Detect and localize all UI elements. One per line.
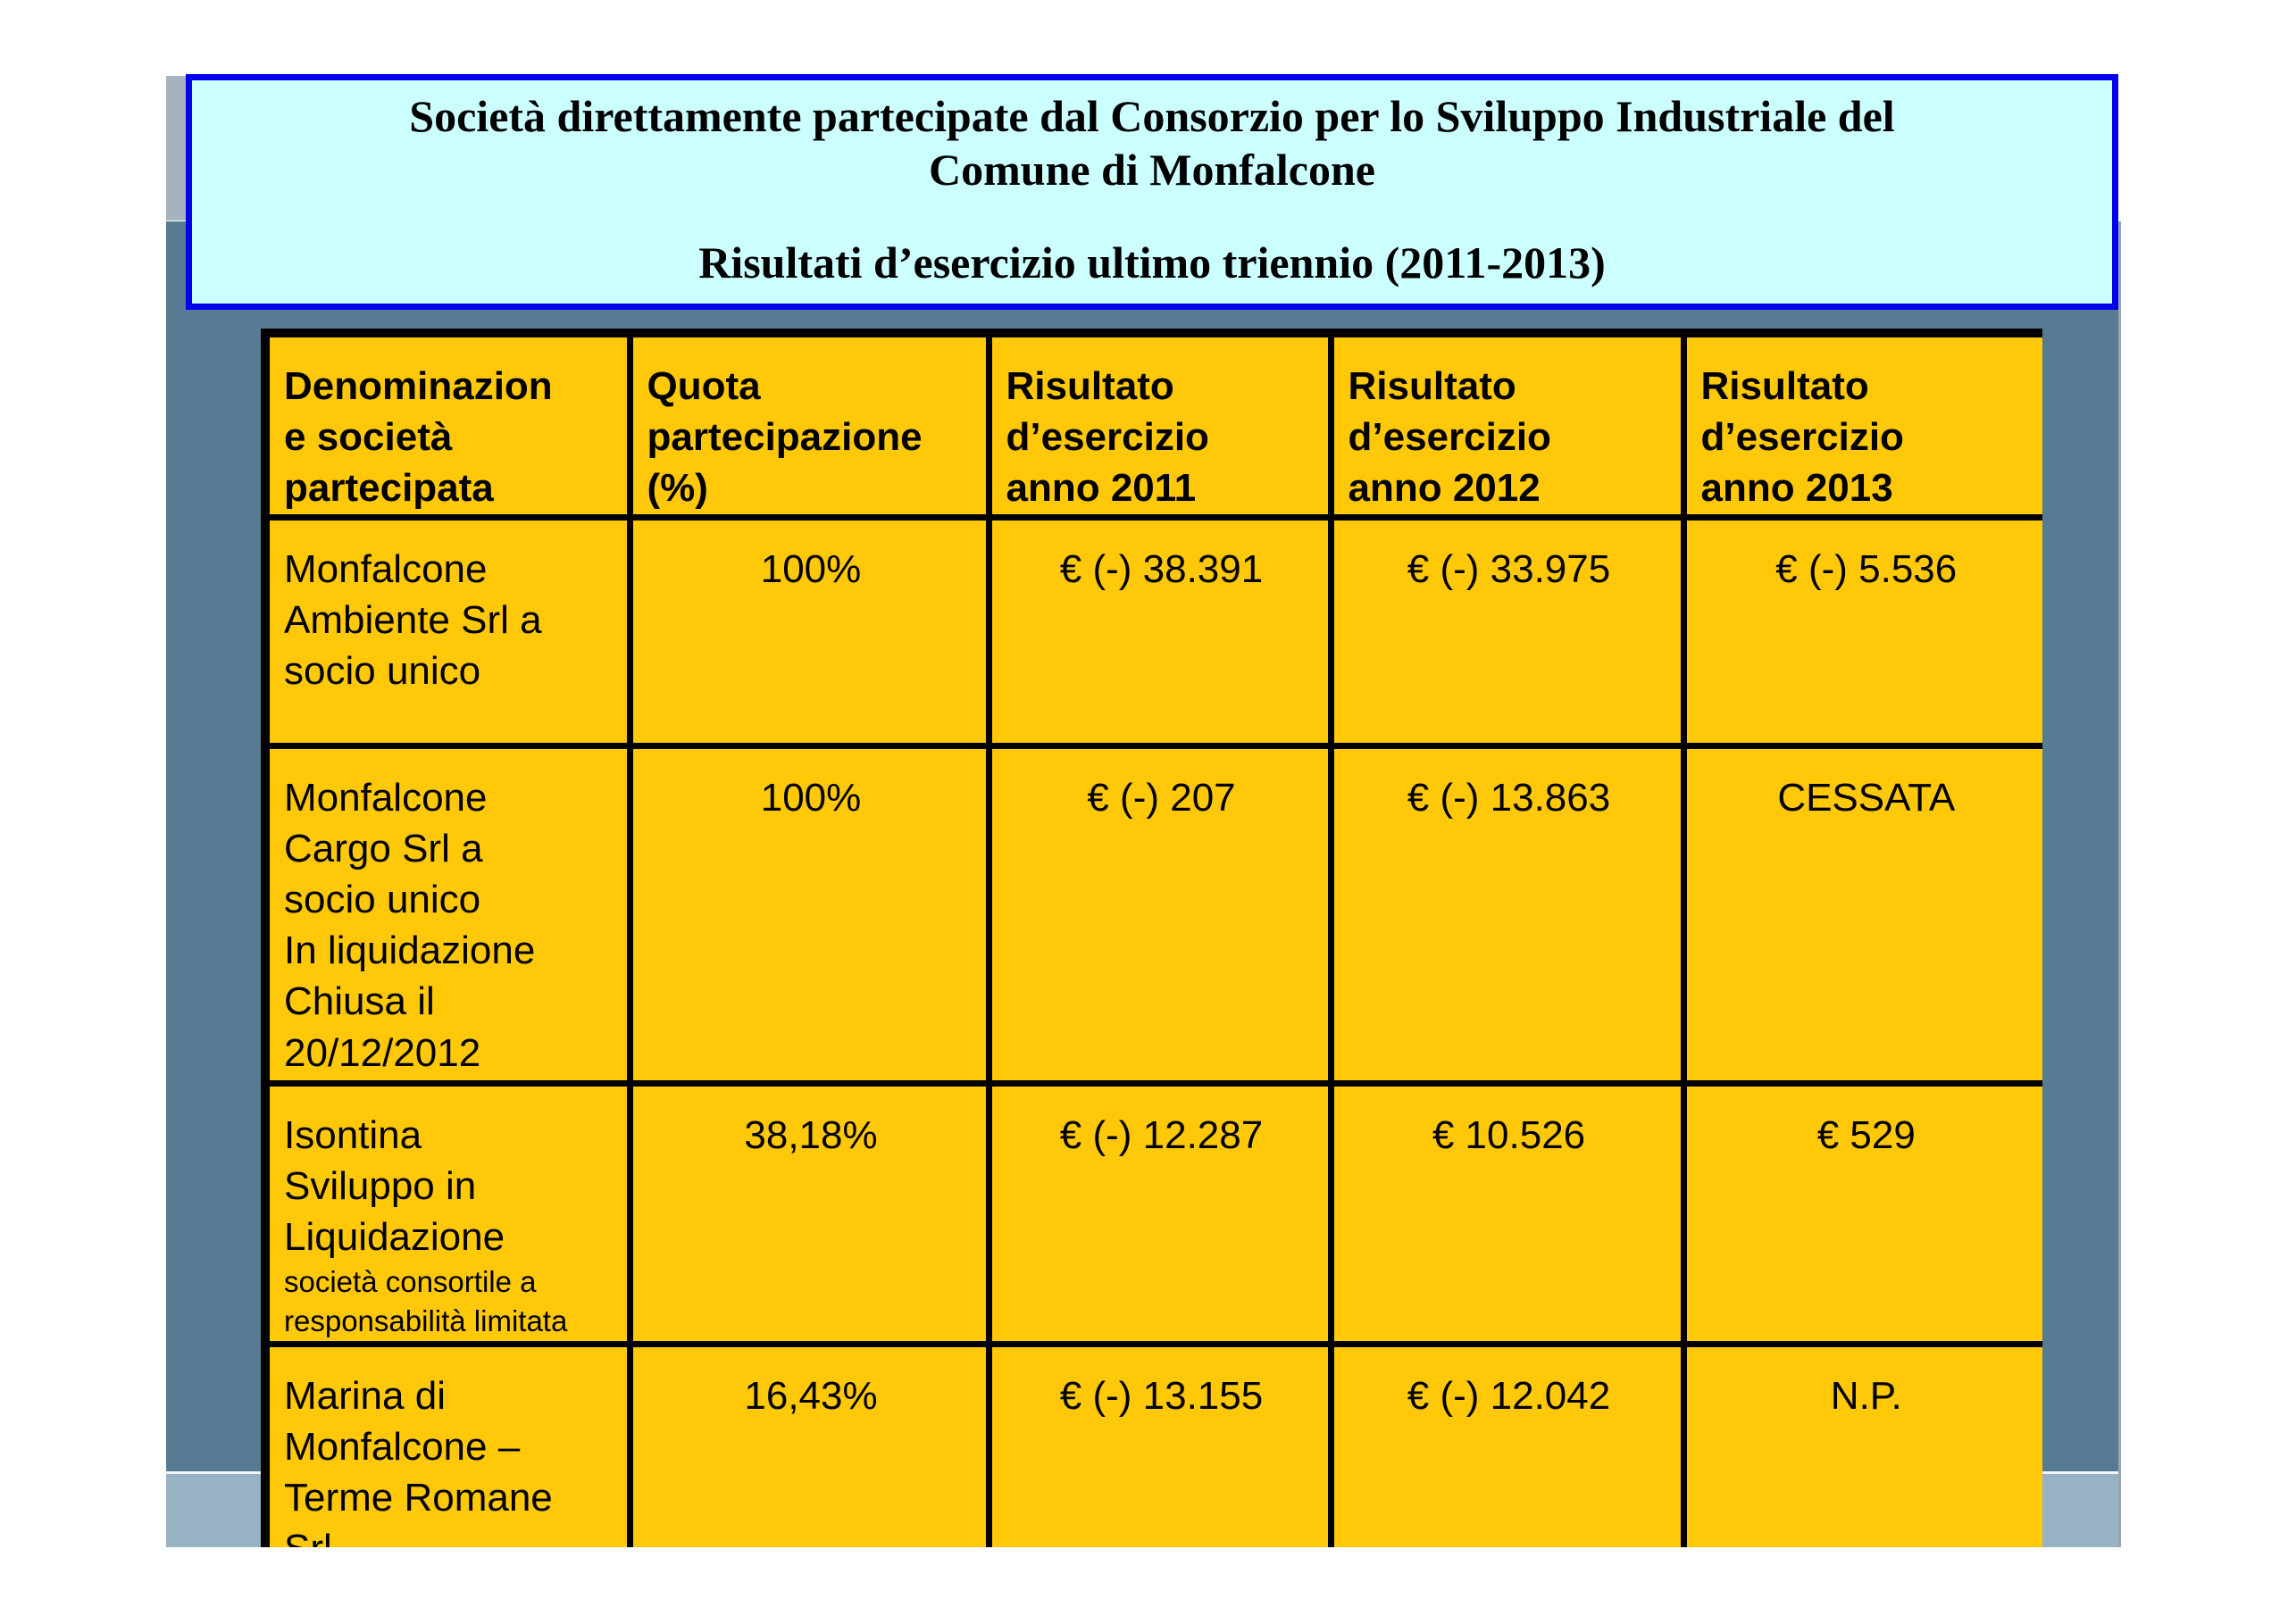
share-cell: 38,18% [626, 1079, 992, 1347]
column-header-denominazione: Denominazion e società partecipata [262, 329, 633, 521]
column-header-risultato-2011: Risultato d’esercizio anno 2011 [985, 329, 1334, 521]
result-2012-cell: € (-) 13.863 [1327, 742, 1687, 1087]
result-2011-cell: € (-) 12.287 [985, 1079, 1334, 1347]
result-2013-cell: CESSATA [1680, 742, 2042, 1087]
result-2012-cell: € (-) 33.975 [1327, 513, 1687, 749]
share-cell: 16,43% [626, 1340, 992, 1547]
company-name-cell: Isontina Sviluppo in Liquidazione societ… [262, 1079, 633, 1347]
table-row-monfalcone-cargo: Monfalcone Cargo Srl a socio unico In li… [262, 742, 2042, 1087]
table-row-isontina-sviluppo: Isontina Sviluppo in Liquidazione societ… [262, 1079, 2042, 1347]
column-header-quota: Quota partecipazione (%) [626, 329, 992, 521]
slide-subtitle: Risultati d’esercizio ultimo triennio (2… [698, 237, 1606, 287]
result-2011-cell: € (-) 38.391 [985, 513, 1334, 749]
company-name-note: società consortile a responsabilità limi… [284, 1265, 568, 1337]
share-cell: 100% [626, 513, 992, 749]
table-row-marina-di-monfalcone: Marina di Monfalcone – Terme Romane Srl … [262, 1340, 2042, 1547]
accent-bar [166, 76, 186, 221]
participations-table: Denominazion e società partecipata Quota… [261, 329, 2042, 1547]
company-name-cell: Marina di Monfalcone – Terme Romane Srl [262, 1340, 633, 1547]
company-name: Isontina Sviluppo in Liquidazione [284, 1112, 505, 1259]
table-header-row: Denominazion e società partecipata Quota… [262, 329, 2042, 521]
result-2012-cell: € 10.526 [1327, 1079, 1687, 1347]
company-name-cell: Monfalcone Cargo Srl a socio unico In li… [262, 742, 633, 1087]
share-cell: 100% [626, 742, 992, 1087]
result-2012-cell: € (-) 12.042 [1327, 1340, 1687, 1547]
column-header-risultato-2012: Risultato d’esercizio anno 2012 [1327, 329, 1687, 521]
slide-title: Società direttamente partecipate dal Con… [409, 91, 1895, 195]
participations-table-container: Denominazion e società partecipata Quota… [261, 329, 2042, 1547]
title-box: Società direttamente partecipate dal Con… [186, 74, 2118, 310]
result-2013-cell: N.P. [1680, 1340, 2042, 1547]
slide-edge-line [2118, 221, 2121, 1547]
result-2013-cell: € (-) 5.536 [1680, 513, 2042, 749]
result-2011-cell: € (-) 13.155 [985, 1340, 1334, 1547]
company-name-cell: Monfalcone Ambiente Srl a socio unico [262, 513, 633, 749]
table-row-monfalcone-ambiente: Monfalcone Ambiente Srl a socio unico 10… [262, 513, 2042, 749]
result-2011-cell: € (-) 207 [985, 742, 1334, 1087]
result-2013-cell: € 529 [1680, 1079, 2042, 1347]
column-header-risultato-2013: Risultato d’esercizio anno 2013 [1680, 329, 2042, 521]
